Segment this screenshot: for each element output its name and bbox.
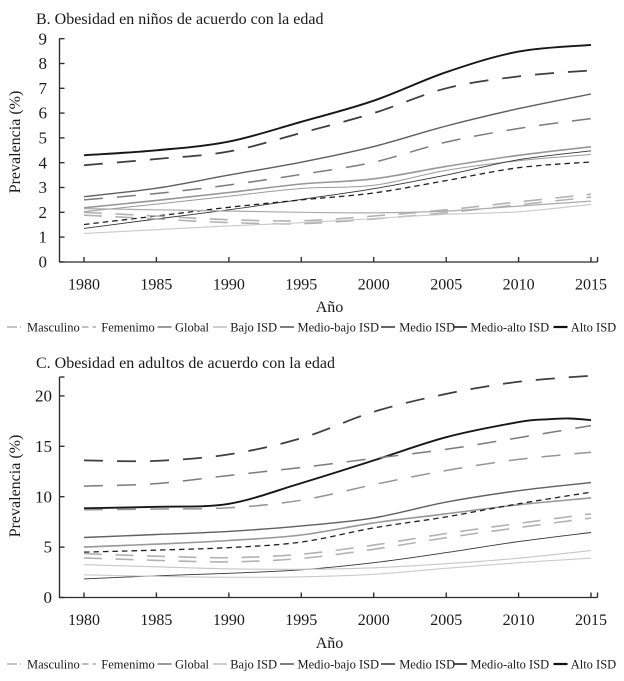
svg-text:Medio ISD: Medio ISD xyxy=(399,658,455,672)
svg-text:2000: 2000 xyxy=(358,612,390,629)
svg-text:Femenimo: Femenimo xyxy=(101,658,154,672)
svg-text:7: 7 xyxy=(39,79,48,98)
svg-text:5: 5 xyxy=(39,129,48,148)
svg-text:Medio-bajo ISD: Medio-bajo ISD xyxy=(298,658,380,672)
svg-text:8: 8 xyxy=(39,54,48,73)
svg-text:2005: 2005 xyxy=(430,612,462,629)
svg-text:Medio-bajo ISD: Medio-bajo ISD xyxy=(298,321,380,335)
svg-text:Prevalencia (%): Prevalencia (%) xyxy=(7,435,24,538)
svg-text:4: 4 xyxy=(39,153,48,172)
svg-text:Alto ISD: Alto ISD xyxy=(571,658,617,672)
svg-text:Bajo ISD: Bajo ISD xyxy=(230,658,277,672)
svg-text:20: 20 xyxy=(35,387,52,406)
svg-text:Global: Global xyxy=(175,321,210,335)
svg-text:2015: 2015 xyxy=(575,277,607,294)
svg-text:2010: 2010 xyxy=(503,277,535,294)
svg-text:Femenimo: Femenimo xyxy=(101,321,154,335)
svg-text:Masculino: Masculino xyxy=(27,321,80,335)
svg-text:Medio-alto ISD: Medio-alto ISD xyxy=(470,658,549,672)
svg-text:Prevalencia (%): Prevalencia (%) xyxy=(7,91,24,194)
svg-text:15: 15 xyxy=(35,437,52,456)
svg-text:2015: 2015 xyxy=(575,612,607,629)
svg-text:Medio-alto ISD: Medio-alto ISD xyxy=(470,321,549,335)
svg-text:2000: 2000 xyxy=(358,277,390,294)
svg-text:2010: 2010 xyxy=(503,612,535,629)
svg-text:Año: Año xyxy=(316,635,344,652)
svg-text:1: 1 xyxy=(39,228,48,247)
svg-text:Bajo ISD: Bajo ISD xyxy=(230,321,277,335)
svg-text:1995: 1995 xyxy=(285,277,317,294)
svg-text:9: 9 xyxy=(39,29,48,48)
svg-text:5: 5 xyxy=(44,538,53,557)
svg-text:1985: 1985 xyxy=(140,277,172,294)
svg-text:1990: 1990 xyxy=(213,612,245,629)
svg-text:10: 10 xyxy=(35,487,52,506)
svg-text:Alto ISD: Alto ISD xyxy=(571,321,617,335)
svg-text:2005: 2005 xyxy=(430,277,462,294)
svg-text:Global: Global xyxy=(175,658,210,672)
svg-text:2: 2 xyxy=(39,203,48,222)
svg-text:Año: Año xyxy=(316,299,344,316)
svg-text:3: 3 xyxy=(39,178,48,197)
svg-text:Masculino: Masculino xyxy=(27,658,80,672)
svg-text:1980: 1980 xyxy=(68,277,100,294)
svg-text:1980: 1980 xyxy=(68,612,100,629)
svg-text:1995: 1995 xyxy=(285,612,317,629)
svg-text:0: 0 xyxy=(44,588,53,607)
svg-text:Medio ISD: Medio ISD xyxy=(399,321,455,335)
svg-text:B. Obesidad en niños de acuerd: B. Obesidad en niños de acuerdo con la e… xyxy=(36,11,323,28)
svg-text:1985: 1985 xyxy=(140,612,172,629)
svg-text:C. Obesidad en adultos de acue: C. Obesidad en adultos de acuerdo con la… xyxy=(36,355,335,372)
svg-text:0: 0 xyxy=(39,253,48,272)
svg-text:6: 6 xyxy=(39,104,48,123)
svg-text:1990: 1990 xyxy=(213,277,245,294)
